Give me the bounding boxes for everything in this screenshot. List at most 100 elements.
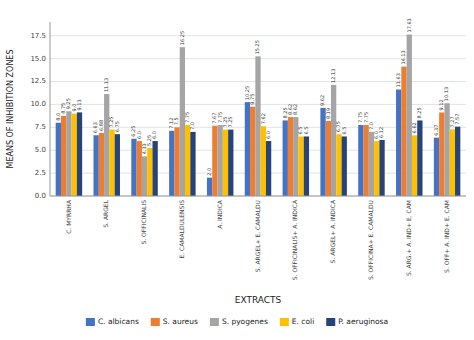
data-label: 8.25 xyxy=(416,107,422,118)
bar xyxy=(401,67,406,196)
bar xyxy=(417,120,422,196)
data-label: 14.13 xyxy=(400,50,406,64)
legend-swatch xyxy=(151,318,160,326)
data-label: 11.63 xyxy=(395,73,401,87)
data-label: 6.62 xyxy=(411,122,417,133)
data-label: 2.0 xyxy=(206,168,212,176)
y-tick-label: 12.5 xyxy=(30,77,46,85)
y-tick-label: 7.5 xyxy=(35,123,46,131)
data-label: 12.13 xyxy=(330,69,336,83)
data-label: 8.19 xyxy=(325,108,331,119)
legend-swatch xyxy=(86,318,95,326)
bar xyxy=(109,130,114,196)
bar xyxy=(56,123,61,196)
legend-label: C. albicans xyxy=(98,317,139,326)
bar xyxy=(358,125,363,196)
x-tick-label: S. OFF+ A. IND+ E. CAM xyxy=(443,200,450,273)
legend-swatch xyxy=(210,318,219,326)
bar xyxy=(104,94,109,196)
bar xyxy=(169,131,174,196)
bar xyxy=(298,136,303,196)
data-label: 8.62 xyxy=(292,104,298,115)
data-label: 6.88 xyxy=(98,120,104,131)
chart: 0.02.55.07.510.012.515.017.58.06.636.257… xyxy=(0,0,474,340)
bar xyxy=(61,116,66,196)
x-tick-label: S. OFFICINALIS+ A. INDICA xyxy=(291,199,298,280)
bar xyxy=(320,108,325,196)
data-label: 7.62 xyxy=(260,113,266,124)
y-axis-line xyxy=(50,22,51,196)
bar xyxy=(326,121,331,196)
bar xyxy=(212,126,217,196)
data-label: 6.0 xyxy=(136,131,142,139)
bar xyxy=(190,132,195,196)
data-label: 6.75 xyxy=(114,121,120,132)
bar xyxy=(455,127,460,196)
x-tick-label: E. CAMALDULENSIS xyxy=(178,200,185,259)
legend-swatch xyxy=(326,318,335,326)
y-ticks: 0.02.55.07.510.012.515.017.5 xyxy=(30,32,46,200)
bar xyxy=(379,140,384,196)
bar xyxy=(77,112,82,196)
data-label: 7.75 xyxy=(363,112,369,123)
data-label: 10.13 xyxy=(443,87,449,101)
bar xyxy=(266,141,271,196)
legend: C. albicans S. aureus S. pyogenes E. coli P.… xyxy=(86,317,388,326)
legend-label: P. aeruginosa xyxy=(338,317,388,326)
data-label: 15.25 xyxy=(254,40,260,54)
bar xyxy=(342,136,347,196)
data-label: 6.0 xyxy=(265,131,271,139)
bar xyxy=(131,139,136,196)
data-label: 17.63 xyxy=(406,18,412,32)
bar xyxy=(336,134,341,196)
data-label: 7.25 xyxy=(227,116,233,127)
legend-item: C. albicans xyxy=(86,317,139,326)
legend-label: S. pyogenes xyxy=(222,317,268,326)
legend-swatch xyxy=(280,318,289,326)
y-tick-label: 15.0 xyxy=(30,55,46,63)
bar xyxy=(174,127,179,196)
data-labels: 8.06.636.257.122.010.258.259.627.7511.63… xyxy=(55,18,460,175)
bar xyxy=(374,141,379,196)
bar xyxy=(364,125,369,196)
bar xyxy=(228,130,233,196)
bar xyxy=(66,111,71,196)
x-ticks: C. MYRRHA S. ARGEL S. OFFICINALIS E. CAMALD… xyxy=(65,199,450,280)
grid-line xyxy=(50,196,466,197)
bars xyxy=(56,35,461,196)
x-tick-label: S. OFFICINALIS xyxy=(140,200,147,245)
data-label: 7.57 xyxy=(454,114,460,125)
data-label: 6.5 xyxy=(341,127,347,135)
bar xyxy=(369,132,374,196)
y-tick-label: 5.0 xyxy=(35,146,46,154)
data-label: 7.0 xyxy=(189,122,195,130)
x-tick-label: S. ARGEL xyxy=(102,199,109,227)
y-tick-label: 2.5 xyxy=(35,169,46,177)
bar xyxy=(223,130,228,196)
legend-item: S. aureus xyxy=(151,317,198,326)
x-axis-title: EXTRACTS xyxy=(235,295,282,305)
data-label: 7.0 xyxy=(368,122,374,130)
bar xyxy=(450,129,455,196)
bar xyxy=(72,114,77,196)
bar xyxy=(304,136,309,196)
x-tick-label: C. MYRRHA xyxy=(65,199,72,234)
x-tick-label: S. ARGEL+ E. CAMALDU xyxy=(254,200,261,272)
bar xyxy=(396,89,401,196)
bar xyxy=(142,156,147,196)
bar xyxy=(147,148,152,196)
y-tick-label: 0.0 xyxy=(35,192,46,200)
bar xyxy=(283,120,288,196)
legend-item: E. coli xyxy=(280,317,314,326)
legend-label: S. aureus xyxy=(163,317,198,326)
data-label: 7.75 xyxy=(184,112,190,123)
data-label: 9.75 xyxy=(249,94,255,105)
grid xyxy=(50,36,466,196)
bar xyxy=(207,178,212,196)
data-label: 9.13 xyxy=(76,99,82,110)
data-label: 9.62 xyxy=(319,95,325,106)
bar xyxy=(255,56,260,196)
bar xyxy=(245,102,250,196)
data-label: 11.13 xyxy=(103,78,109,92)
bar xyxy=(434,138,439,196)
